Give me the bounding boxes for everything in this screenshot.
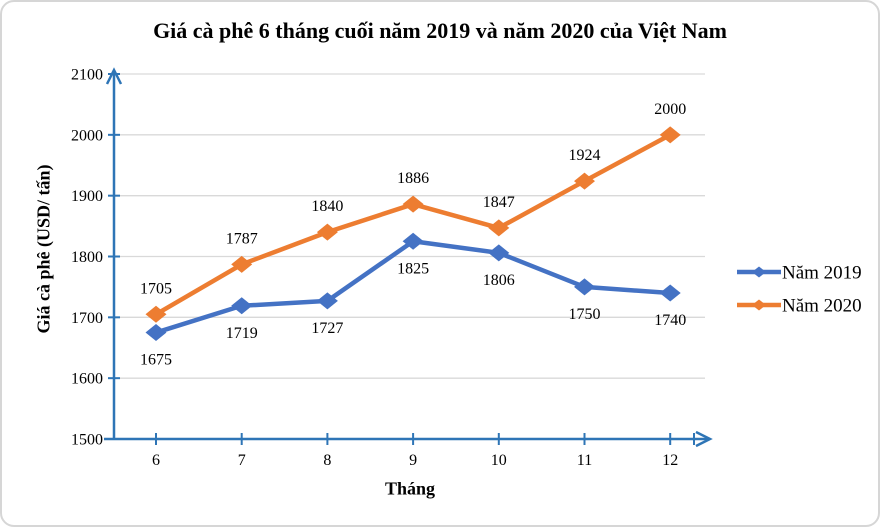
x-axis-arrow-icon — [695, 430, 713, 448]
data-point-label: 1705 — [140, 280, 172, 297]
data-point-label: 2000 — [654, 101, 686, 118]
x-tick-label: 11 — [577, 452, 592, 469]
data-point-label: 1806 — [483, 272, 515, 289]
legend-label: Năm 2020 — [782, 296, 862, 317]
data-point-marker — [402, 232, 424, 250]
data-point-label: 1750 — [569, 306, 601, 323]
legend-label: Năm 2019 — [782, 263, 862, 284]
data-point-label: 1727 — [311, 320, 343, 337]
data-point-marker — [574, 278, 595, 296]
x-tick-label: 9 — [409, 452, 417, 469]
data-point-marker — [145, 324, 167, 342]
y-tick-label: 1700 — [71, 310, 103, 327]
data-point-marker — [231, 255, 253, 273]
y-tick-label: 1500 — [71, 432, 103, 449]
data-point-marker — [316, 223, 338, 241]
x-tick-label: 10 — [491, 452, 507, 469]
data-point-label: 1924 — [569, 147, 601, 164]
data-point-label: 1740 — [654, 312, 686, 329]
data-point-label: 1847 — [483, 194, 515, 211]
data-point-marker — [659, 126, 681, 144]
data-point-marker — [402, 195, 424, 213]
data-point-marker — [488, 219, 510, 237]
data-point-label: 1787 — [226, 230, 258, 247]
data-point-label: 1886 — [397, 170, 429, 187]
x-tick-label: 12 — [662, 452, 678, 469]
x-tick-label: 7 — [238, 452, 246, 469]
y-tick-label: 2000 — [71, 127, 103, 144]
y-tick-label: 1600 — [71, 371, 103, 388]
x-tick-label: 6 — [152, 452, 160, 469]
data-point-marker — [316, 292, 338, 310]
chart-title: Giá cà phê 6 tháng cuối năm 2019 và năm … — [153, 18, 727, 43]
y-tick-label: 1800 — [71, 249, 103, 266]
data-point-label: 1840 — [311, 198, 343, 215]
data-point-marker — [574, 172, 595, 190]
data-point-label: 1719 — [226, 325, 258, 342]
legend-diamond-icon — [752, 266, 766, 278]
x-axis-title: Tháng — [384, 478, 436, 499]
legend-item: Năm 2019 — [737, 263, 862, 284]
legend-item: Năm 2020 — [737, 296, 862, 317]
data-point-marker — [659, 284, 681, 302]
data-point-marker — [145, 305, 167, 323]
data-point-label: 1825 — [397, 260, 429, 277]
y-axis-arrow-icon — [105, 67, 123, 85]
data-point-label: 1675 — [140, 352, 172, 369]
y-tick-label: 2100 — [71, 67, 103, 84]
data-point-marker — [231, 297, 253, 315]
y-axis-title: Giá cà phê (USD/ tấn) — [33, 164, 54, 334]
data-point-marker — [488, 244, 510, 262]
y-tick-label: 1900 — [71, 188, 103, 205]
x-tick-label: 8 — [323, 452, 331, 469]
legend-diamond-icon — [752, 299, 766, 311]
